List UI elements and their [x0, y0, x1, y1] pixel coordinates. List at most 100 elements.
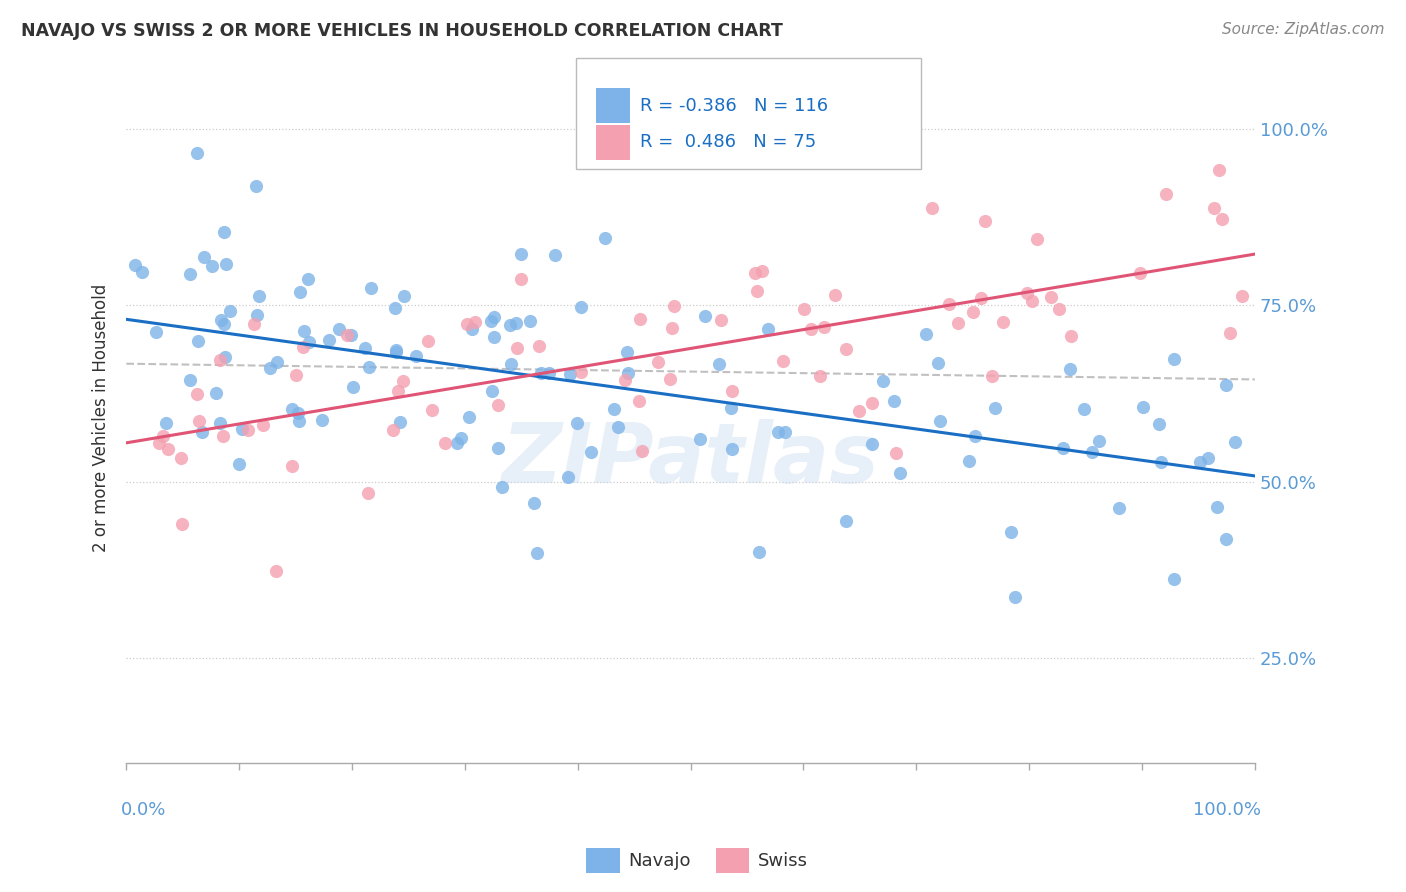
Point [357, 360, 380, 375]
Point [259, 360, 281, 375]
Point [204, 386, 226, 401]
Point [212, 428, 235, 442]
Point [889, 466, 911, 480]
Point [834, 342, 856, 356]
Point [720, 442, 742, 457]
Point [766, 425, 789, 439]
Point [756, 322, 779, 336]
Point [1215, 377, 1237, 392]
Point [616, 345, 638, 359]
Point [385, 345, 408, 359]
Point [661, 320, 683, 334]
Point [613, 374, 636, 388]
Point [246, 309, 269, 323]
Point [993, 314, 1015, 328]
Point [291, 341, 314, 355]
Point [710, 313, 733, 327]
Point [747, 284, 769, 298]
Point [627, 393, 650, 408]
Point [209, 313, 232, 327]
Point [433, 436, 456, 450]
Point [292, 324, 315, 338]
Point [595, 231, 617, 245]
Point [290, 285, 312, 300]
Point [231, 421, 253, 435]
Point [720, 401, 742, 416]
Point [772, 354, 794, 368]
Point [957, 454, 980, 468]
Point [1132, 400, 1154, 414]
Point [501, 357, 523, 371]
Point [1150, 455, 1173, 469]
Point [389, 416, 412, 430]
Point [537, 366, 560, 380]
Point [509, 247, 531, 261]
Point [1208, 163, 1230, 178]
Point [1080, 444, 1102, 458]
Point [186, 386, 208, 401]
Point [1147, 417, 1170, 432]
Point [1232, 289, 1254, 303]
Point [155, 416, 177, 430]
Point [236, 423, 259, 437]
Point [266, 355, 288, 369]
Point [381, 423, 404, 437]
Point [481, 384, 503, 398]
Point [124, 258, 146, 272]
Point [1215, 533, 1237, 547]
Point [603, 402, 626, 417]
Point [190, 425, 212, 439]
Point [569, 365, 592, 379]
Text: ZIPatlas: ZIPatlas [502, 419, 880, 500]
Point [391, 375, 413, 389]
Point [569, 300, 592, 314]
Point [946, 317, 969, 331]
Point [464, 315, 486, 329]
Point [523, 496, 546, 510]
Point [793, 302, 815, 317]
Point [529, 339, 551, 353]
Point [201, 259, 224, 273]
Point [744, 266, 766, 280]
Point [915, 327, 938, 342]
Point [360, 280, 382, 294]
Point [1017, 286, 1039, 301]
Point [1052, 441, 1074, 455]
Point [280, 401, 302, 416]
Point [179, 373, 201, 387]
Point [328, 322, 350, 336]
Point [927, 356, 949, 370]
Point [354, 341, 377, 355]
Point [264, 564, 287, 578]
Point [186, 146, 208, 161]
Point [405, 350, 427, 364]
Point [297, 335, 319, 350]
Point [984, 401, 1007, 415]
Point [617, 366, 640, 380]
Point [1211, 212, 1233, 227]
Point [450, 431, 472, 445]
Point [458, 410, 481, 425]
Point [695, 309, 717, 323]
Point [938, 297, 960, 311]
Point [1088, 434, 1111, 448]
Point [479, 314, 502, 328]
Point [751, 263, 773, 277]
Point [630, 312, 652, 326]
Point [1021, 293, 1043, 308]
Point [1197, 451, 1219, 466]
Point [218, 303, 240, 318]
Point [963, 428, 986, 442]
Point [461, 322, 484, 336]
Point [187, 334, 209, 349]
Point [357, 486, 380, 500]
Text: 0.0%: 0.0% [121, 801, 166, 819]
Point [243, 317, 266, 331]
Point [284, 368, 307, 382]
Text: NAVAJO VS SWISS 2 OR MORE VEHICLES IN HOUSEHOLD CORRELATION CHART: NAVAJO VS SWISS 2 OR MORE VEHICLES IN HO… [21, 22, 783, 40]
Y-axis label: 2 or more Vehicles in Household: 2 or more Vehicles in Household [93, 284, 110, 552]
Point [287, 406, 309, 420]
Point [342, 380, 364, 394]
Text: R = -0.386   N = 116: R = -0.386 N = 116 [640, 96, 828, 114]
Point [209, 416, 232, 430]
